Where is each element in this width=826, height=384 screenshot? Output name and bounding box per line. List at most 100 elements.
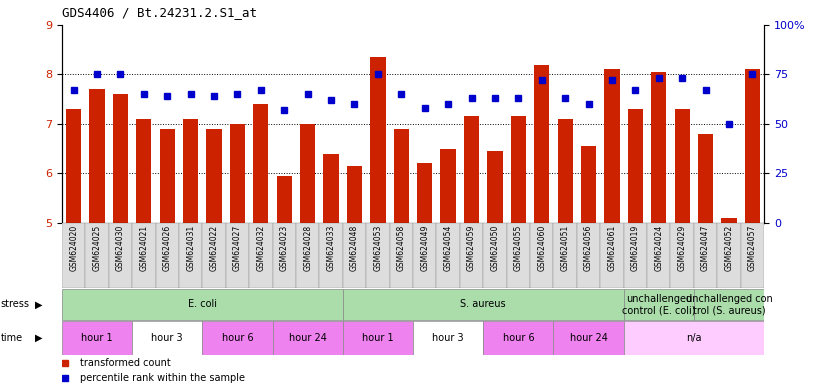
Bar bbox=[390, 223, 413, 288]
Text: GSM624056: GSM624056 bbox=[584, 225, 593, 271]
Text: GSM624027: GSM624027 bbox=[233, 225, 242, 271]
Bar bbox=[745, 70, 760, 223]
Bar bbox=[460, 223, 483, 288]
Text: GSM624031: GSM624031 bbox=[186, 225, 195, 271]
Bar bbox=[624, 289, 694, 320]
Text: GSM624021: GSM624021 bbox=[140, 225, 149, 271]
Bar bbox=[741, 223, 764, 288]
Bar bbox=[230, 124, 245, 223]
Text: percentile rank within the sample: percentile rank within the sample bbox=[79, 373, 244, 383]
Text: GSM624050: GSM624050 bbox=[491, 225, 500, 271]
Text: hour 24: hour 24 bbox=[289, 333, 326, 343]
Bar bbox=[370, 57, 386, 223]
Bar bbox=[320, 223, 343, 288]
Bar bbox=[343, 321, 413, 354]
Text: GSM624024: GSM624024 bbox=[654, 225, 663, 271]
Bar bbox=[624, 223, 647, 288]
Bar bbox=[605, 70, 620, 223]
Bar bbox=[249, 223, 273, 288]
Bar bbox=[698, 134, 713, 223]
Bar bbox=[675, 109, 690, 223]
Bar bbox=[273, 223, 296, 288]
Text: GSM624023: GSM624023 bbox=[280, 225, 289, 271]
Bar bbox=[464, 116, 479, 223]
Bar bbox=[183, 119, 198, 223]
Bar bbox=[273, 321, 343, 354]
Bar bbox=[324, 154, 339, 223]
Bar bbox=[347, 166, 362, 223]
Bar bbox=[694, 289, 764, 320]
Text: ▶: ▶ bbox=[35, 333, 42, 343]
Bar bbox=[62, 321, 132, 354]
Text: GSM624055: GSM624055 bbox=[514, 225, 523, 271]
Bar bbox=[62, 223, 85, 288]
Text: GSM624032: GSM624032 bbox=[256, 225, 265, 271]
Text: GSM624052: GSM624052 bbox=[724, 225, 733, 271]
Text: n/a: n/a bbox=[686, 333, 701, 343]
Bar bbox=[394, 129, 409, 223]
Bar bbox=[343, 223, 366, 288]
Text: stress: stress bbox=[1, 299, 30, 310]
Bar bbox=[109, 223, 132, 288]
Bar bbox=[132, 223, 155, 288]
Bar bbox=[436, 223, 460, 288]
Text: GSM624020: GSM624020 bbox=[69, 225, 78, 271]
Text: GSM624054: GSM624054 bbox=[444, 225, 453, 271]
Bar bbox=[506, 223, 530, 288]
Bar bbox=[113, 94, 128, 223]
Bar bbox=[717, 223, 741, 288]
Text: hour 3: hour 3 bbox=[151, 333, 183, 343]
Bar bbox=[132, 321, 202, 354]
Text: ▶: ▶ bbox=[35, 299, 42, 310]
Bar bbox=[62, 289, 343, 320]
Text: GSM624030: GSM624030 bbox=[116, 225, 125, 271]
Bar bbox=[225, 223, 249, 288]
Bar bbox=[483, 321, 553, 354]
Text: GSM624051: GSM624051 bbox=[561, 225, 570, 271]
Bar bbox=[85, 223, 109, 288]
Text: GSM624061: GSM624061 bbox=[607, 225, 616, 271]
Bar bbox=[66, 109, 81, 223]
Text: GSM624053: GSM624053 bbox=[373, 225, 382, 271]
Bar bbox=[530, 223, 553, 288]
Bar bbox=[417, 164, 432, 223]
Bar bbox=[202, 321, 273, 354]
Bar bbox=[721, 218, 737, 223]
Bar bbox=[581, 146, 596, 223]
Text: GSM624047: GSM624047 bbox=[701, 225, 710, 271]
Bar bbox=[440, 149, 456, 223]
Text: E. coli: E. coli bbox=[188, 299, 217, 310]
Bar bbox=[136, 119, 151, 223]
Bar bbox=[296, 223, 320, 288]
Bar bbox=[628, 109, 643, 223]
Text: GSM624060: GSM624060 bbox=[537, 225, 546, 271]
Bar bbox=[647, 223, 671, 288]
Bar bbox=[413, 321, 483, 354]
Text: unchallenged
control (E. coli): unchallenged control (E. coli) bbox=[622, 293, 695, 315]
Bar bbox=[300, 124, 316, 223]
Bar bbox=[577, 223, 601, 288]
Text: GSM624049: GSM624049 bbox=[420, 225, 430, 271]
Bar bbox=[206, 129, 221, 223]
Bar bbox=[366, 223, 390, 288]
Text: GSM624058: GSM624058 bbox=[396, 225, 406, 271]
Text: hour 24: hour 24 bbox=[570, 333, 607, 343]
Text: GDS4406 / Bt.24231.2.S1_at: GDS4406 / Bt.24231.2.S1_at bbox=[62, 6, 257, 19]
Text: GSM624029: GSM624029 bbox=[677, 225, 686, 271]
Bar bbox=[694, 223, 717, 288]
Bar bbox=[155, 223, 179, 288]
Text: GSM624057: GSM624057 bbox=[748, 225, 757, 271]
Text: GSM624033: GSM624033 bbox=[326, 225, 335, 271]
Bar bbox=[487, 151, 502, 223]
Bar bbox=[202, 223, 225, 288]
Bar bbox=[671, 223, 694, 288]
Text: S. aureus: S. aureus bbox=[460, 299, 506, 310]
Bar bbox=[534, 65, 549, 223]
Text: unchallenged con
trol (S. aureus): unchallenged con trol (S. aureus) bbox=[686, 293, 772, 315]
Text: GSM624025: GSM624025 bbox=[93, 225, 102, 271]
Bar bbox=[179, 223, 202, 288]
Bar bbox=[651, 72, 667, 223]
Bar bbox=[510, 116, 526, 223]
Text: time: time bbox=[1, 333, 23, 343]
Text: hour 6: hour 6 bbox=[502, 333, 534, 343]
